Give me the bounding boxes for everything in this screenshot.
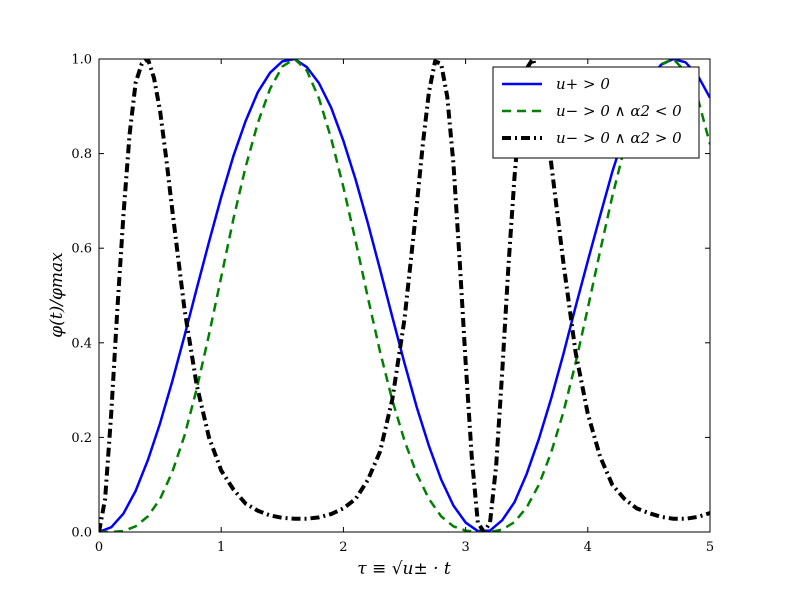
y-tick-label: 1.0	[71, 53, 92, 68]
x-tick-label: 1	[217, 540, 225, 555]
series-line-2	[99, 59, 710, 532]
y-tick-label: 0.2	[71, 431, 92, 446]
legend-label-u-plus: u+ > 0	[556, 75, 610, 93]
y-axis-label: φ(t)/φmax	[47, 252, 67, 338]
x-tick-label: 4	[584, 540, 592, 555]
legend: u+ > 0 u− > 0 ∧ α2 < 0 u− > 0 ∧ α2 > 0	[492, 66, 700, 159]
y-tick-label: 0.4	[71, 336, 92, 351]
plot-frame	[98, 58, 711, 533]
x-tick-label: 3	[461, 540, 469, 555]
y-tick-label: 0.0	[71, 526, 92, 541]
x-axis-label: τ ≡ √u± · t	[357, 559, 451, 579]
x-tick-label: 5	[706, 540, 714, 555]
legend-box	[492, 66, 700, 159]
tick-labels-layer: 0 1 2 3 4 5 0.0 0.2 0.4 0.6 0.8 1.0	[71, 53, 714, 556]
series-line-0	[99, 59, 710, 532]
x-tick-label: 2	[339, 540, 347, 555]
y-tick-label: 0.8	[71, 147, 92, 162]
x-tick-label: 0	[95, 540, 103, 555]
y-tick-label: 0.6	[71, 242, 92, 257]
legend-label-u-minus-alpha-neg: u− > 0 ∧ α2 < 0	[556, 102, 682, 120]
series-layer	[99, 59, 710, 532]
ticks-layer	[98, 58, 711, 533]
series-line-1	[99, 59, 710, 532]
legend-label-u-minus-alpha-pos: u− > 0 ∧ α2 > 0	[556, 129, 682, 147]
